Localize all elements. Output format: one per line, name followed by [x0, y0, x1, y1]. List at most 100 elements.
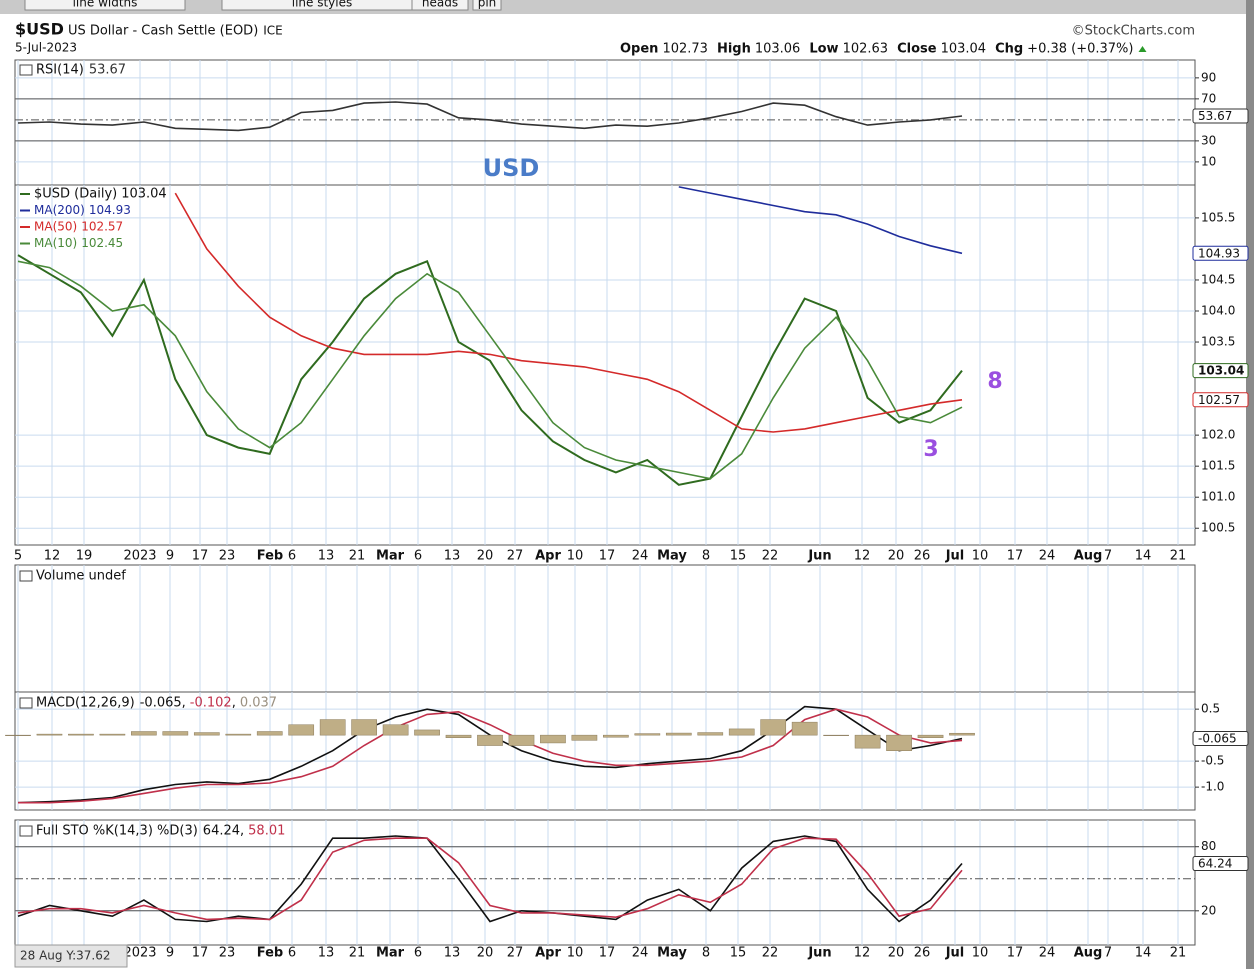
x-tick-label: 20: [477, 946, 494, 961]
y-tick-label: 10: [1201, 154, 1216, 168]
legend-value: 58.01: [248, 824, 285, 839]
toolbar-button[interactable]: [411, 0, 469, 11]
x-tick-label: Aug: [1074, 946, 1103, 961]
symbol: $USD: [15, 20, 64, 39]
histogram-bar: [886, 734, 912, 751]
x-tick-label: 21: [1170, 946, 1187, 961]
histogram-bar: [319, 719, 346, 736]
x-tick-label: 26: [914, 549, 931, 564]
legend-value: 103.04: [121, 187, 167, 202]
histogram-bar: [477, 734, 503, 746]
series-line: [17, 837, 963, 921]
x-tick-label: Jun: [807, 549, 831, 564]
histogram-bar: [728, 728, 755, 736]
histogram-bar: [131, 731, 157, 736]
x-tick-label: 8: [702, 946, 710, 961]
histogram-bar: [99, 733, 126, 736]
x-tick-label: 9: [166, 946, 174, 961]
histogram-bar: [634, 733, 661, 736]
x-tick-label: 17: [599, 549, 616, 564]
legend-name: Full STO %K(14,3) %D(3): [36, 824, 198, 839]
x-tick-label: 10: [567, 946, 584, 961]
histogram-bar: [5, 734, 31, 736]
value-badge: [1192, 856, 1249, 872]
histogram-bar: [414, 729, 440, 736]
x-tick-label: 10: [972, 549, 989, 564]
x-tick-label: 6: [288, 946, 296, 961]
x-tick-label: 23: [219, 946, 236, 961]
x-tick-label: 27: [507, 549, 524, 564]
histogram-bar: [949, 732, 975, 736]
legend-icon: [19, 64, 33, 76]
right-edge: [1246, 0, 1254, 969]
toolbar-label: heads: [422, 0, 458, 10]
x-tick-label: 15: [730, 946, 747, 961]
exchange: ICE: [263, 24, 283, 38]
x-tick-label: Aug: [1074, 549, 1103, 564]
x-tick-label: 19: [76, 549, 93, 564]
series-line: [17, 101, 963, 132]
x-tick-label: 10: [972, 946, 989, 961]
x-tick-label: 20: [888, 946, 905, 961]
x-tick-label: 24: [1039, 946, 1056, 961]
quote-value: 102.73: [662, 42, 708, 57]
histogram-bar: [68, 733, 94, 736]
value-badge-text: 103.04: [1198, 364, 1244, 378]
x-tick-label: 20: [888, 549, 905, 564]
quote-value: 103.04: [941, 42, 987, 57]
x-tick-label: 12: [854, 549, 871, 564]
x-tick-label: 2023: [123, 549, 156, 564]
quote-label: Open: [620, 42, 658, 57]
x-tick-label: 2023: [123, 946, 156, 961]
x-tick-label: 6: [414, 946, 422, 961]
x-tick-label: 14: [1135, 946, 1152, 961]
toolbar-button[interactable]: [472, 0, 502, 11]
quote-label: Close: [897, 42, 937, 57]
histogram-bar: [162, 731, 189, 736]
x-tick-label: Feb: [257, 946, 283, 961]
value-badge-text: 64.24: [1198, 857, 1232, 871]
y-tick-label: 80: [1201, 839, 1216, 853]
value-badge-text: 53.67: [1198, 109, 1232, 123]
quote-value: 102.63: [843, 42, 889, 57]
value-badge: [1192, 392, 1249, 408]
toolbar-button[interactable]: [24, 0, 186, 11]
histogram-bar: [225, 733, 252, 736]
toolbar-strip: [0, 0, 1254, 14]
legend-name: $USD (Daily): [34, 187, 117, 202]
histogram-bar: [540, 734, 566, 744]
value-badge-text: 102.57: [1198, 393, 1240, 407]
quote-value: 103.06: [755, 42, 801, 57]
histogram-bar: [854, 734, 881, 749]
x-tick-label: Jul: [945, 549, 965, 564]
y-tick-label: 104.0: [1201, 304, 1235, 318]
legend-icon: [19, 570, 33, 582]
legend-value: 53.67: [89, 63, 126, 78]
x-tick-label: 13: [444, 946, 461, 961]
instrument-name: US Dollar - Cash Settle (EOD): [68, 24, 258, 39]
change-arrow: [1138, 46, 1147, 52]
legend-value: 64.24: [203, 824, 240, 839]
legend-name: RSI(14): [36, 63, 84, 78]
annotation: 8: [987, 369, 1002, 394]
x-tick-label: Apr: [535, 549, 561, 564]
histogram-bar: [256, 731, 283, 736]
series-line: [678, 186, 963, 255]
x-tick-label: 15: [730, 549, 747, 564]
y-tick-label: 101.0: [1201, 490, 1235, 504]
legend-value: -0.102: [190, 696, 232, 711]
legend-value: 102.45: [81, 236, 123, 250]
x-tick-label: 12: [854, 946, 871, 961]
x-tick-label: 21: [349, 549, 366, 564]
histogram-bar: [760, 719, 787, 736]
x-tick-label: 7: [1104, 549, 1112, 564]
quote-label: High: [717, 42, 751, 57]
x-tick-label: Apr: [535, 946, 561, 961]
legend-separator: ,: [240, 824, 244, 839]
quote-value: +0.38 (+0.37%): [1027, 42, 1133, 57]
y-tick-label: -1.0: [1201, 780, 1224, 794]
x-tick-label: 17: [192, 549, 209, 564]
panel: [14, 819, 1196, 946]
legend-name: MA(10): [34, 236, 77, 250]
series-line: [18, 708, 963, 804]
